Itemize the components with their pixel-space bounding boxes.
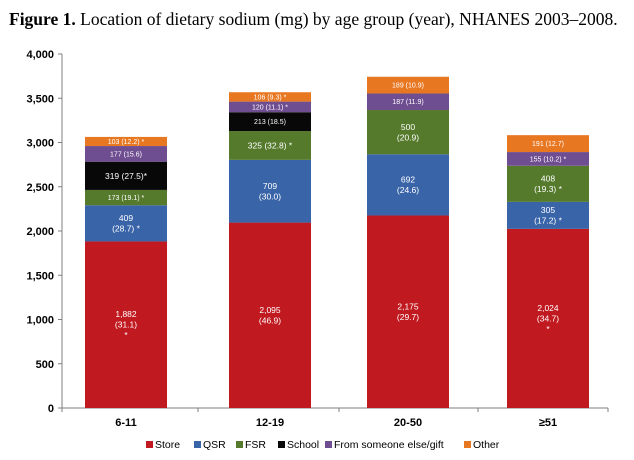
data-label: 305 [541, 205, 555, 215]
chart-axes: 0 500 1,000 1,500 2,000 2,500 3,000 3,500 4,000 6… [26, 49, 609, 429]
legend-label: From someone else/gift [334, 439, 444, 451]
x-tick-label: ≥51 [539, 417, 557, 429]
data-label: 709 [263, 181, 277, 191]
legend-label: FSR [245, 439, 266, 451]
legend-label: School [287, 439, 319, 451]
bar-segment [367, 154, 449, 216]
bar-segment [85, 205, 167, 242]
data-label: (31.1) [115, 320, 137, 330]
figure-title: Figure 1. Location of dietary sodium (mg… [9, 9, 629, 30]
figure-caption: Location of dietary sodium (mg) by age g… [80, 9, 618, 29]
x-tick-label: 20-50 [394, 417, 422, 429]
bar-segment [229, 159, 311, 223]
y-tick-label: 3,000 [26, 138, 54, 150]
data-label: (24.6) [397, 185, 419, 195]
bar-segment [507, 152, 589, 166]
y-tick-label: 1,500 [26, 270, 54, 282]
data-label: 500 [401, 122, 415, 132]
data-label: (34.7) [537, 313, 559, 323]
data-label: * [546, 324, 550, 334]
legend-label: Other [473, 439, 500, 451]
bar-segment [85, 241, 167, 408]
data-label: (28.7) * [112, 224, 141, 234]
chart-bars: 1,882(31.1)*409(28.7) *173 (19.1) *319 (… [85, 76, 589, 408]
data-label: 213 (18.5) [254, 119, 286, 126]
legend-label: Store [155, 439, 180, 451]
data-label: 187 (11.9) [392, 99, 423, 106]
data-label: 177 (15.6) [110, 151, 142, 158]
bar-segment [229, 222, 311, 408]
figure-label: Figure 1. [9, 9, 76, 29]
data-label: * [124, 330, 128, 340]
y-tick-label: 2,000 [26, 226, 54, 238]
data-label: (20.9) [397, 132, 419, 142]
legend-swatch [194, 441, 201, 448]
data-label: 106 (9.3) * [254, 94, 287, 101]
y-tick-label: 0 [48, 403, 54, 415]
bar-segment [229, 131, 311, 160]
bar-segment [85, 189, 167, 206]
legend-swatch [464, 441, 471, 448]
data-label: 2,175 [397, 301, 419, 311]
bar-segment [229, 101, 311, 113]
bar-segment [507, 228, 589, 408]
legend-swatch [146, 441, 153, 448]
legend-swatch [236, 441, 243, 448]
data-label: 1,882 [115, 309, 137, 319]
data-label: 191 (12.7) [532, 141, 564, 148]
data-label: 408 [541, 174, 555, 184]
data-label: 103 (12.2) * [108, 139, 145, 146]
bar-segment [367, 76, 449, 94]
bar-segment [85, 136, 167, 147]
data-label: (29.7) [397, 312, 419, 322]
data-label: (46.9) [259, 316, 281, 326]
chart-legend: Store QSR FSR School From someone else/gift O… [146, 439, 500, 451]
stacked-bar-chart: 0 500 1,000 1,500 2,000 2,500 3,000 3,500 4,000 6… [26, 49, 609, 451]
y-tick-label: 3,500 [26, 93, 54, 105]
data-label: 155 (10.2) * [530, 156, 567, 163]
y-tick-label: 4,000 [26, 49, 54, 61]
data-label: 120 (11.1) * [252, 104, 288, 111]
data-label: 319 (27.5)* [105, 171, 148, 181]
y-tick-label: 1,000 [26, 315, 54, 327]
bar-segment [507, 201, 589, 229]
data-label: 325 (32.8) * [248, 140, 293, 150]
data-label: (17.2) * [534, 216, 563, 226]
bar-segment [229, 92, 311, 102]
legend-swatch [325, 441, 332, 448]
data-label: 409 [119, 213, 133, 223]
x-tick-label: 12-19 [256, 417, 284, 429]
bar-segment [367, 93, 449, 111]
bar-segment [229, 112, 311, 132]
y-tick-label: 2,500 [26, 182, 54, 194]
data-label: 2,095 [259, 305, 281, 315]
legend-label: QSR [203, 439, 226, 451]
data-label: 173 (19.1) * [108, 195, 145, 202]
bar-segment [85, 146, 167, 162]
legend-swatch [278, 441, 285, 448]
data-label: (30.0) [259, 191, 281, 201]
bar-segment [507, 165, 589, 202]
data-label: (19.3) * [534, 184, 563, 194]
data-label: 692 [401, 175, 415, 185]
bar-segment [507, 135, 589, 153]
data-label: 189 (10.9) [392, 83, 424, 90]
data-label: 2,024 [537, 303, 559, 313]
bar-segment [367, 110, 449, 155]
bar-segment [85, 161, 167, 190]
bar-segment [367, 215, 449, 408]
x-tick-label: 6-11 [115, 417, 136, 429]
y-tick-label: 500 [36, 359, 54, 371]
